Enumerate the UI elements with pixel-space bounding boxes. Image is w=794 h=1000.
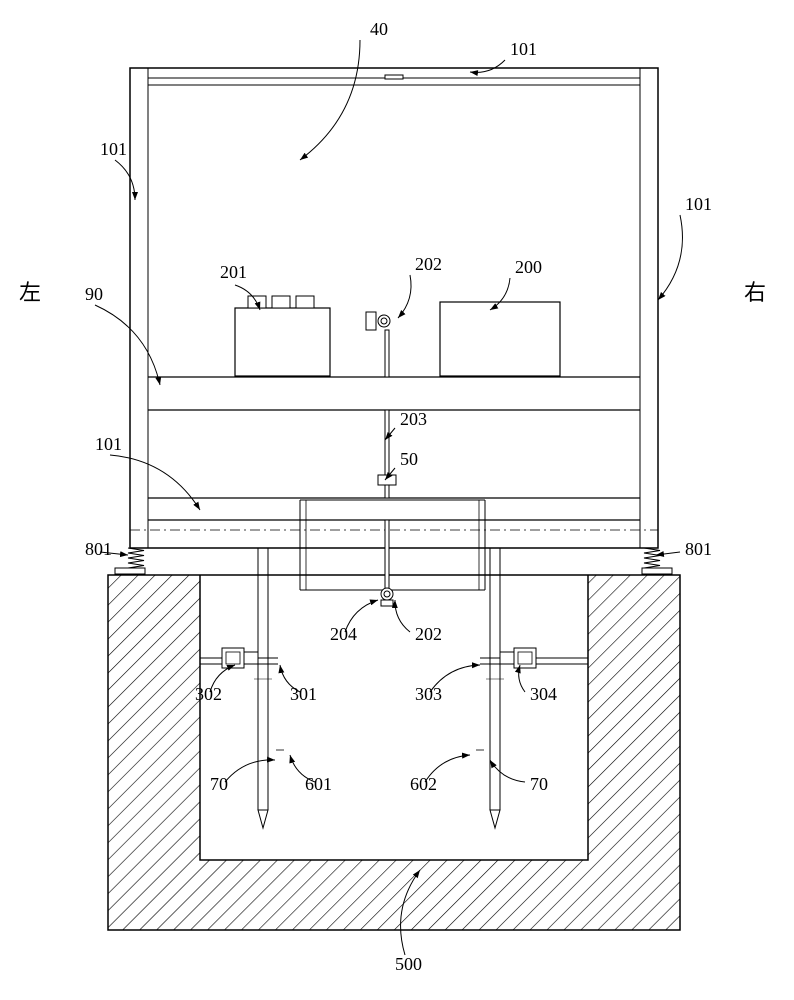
leader-304 — [519, 665, 525, 692]
label-50: 50 — [400, 449, 418, 469]
leader-40 — [300, 40, 360, 160]
label-602: 602 — [410, 774, 437, 794]
label-302: 302 — [195, 684, 222, 704]
label-204: 204 — [330, 624, 357, 644]
label-101a: 101 — [510, 39, 537, 59]
pit-hatch — [108, 575, 680, 930]
label-801R: 801 — [685, 539, 712, 559]
label-70L: 70 — [210, 774, 228, 794]
label-201: 201 — [220, 262, 247, 282]
leader-101d — [110, 455, 200, 510]
leader-202a — [398, 275, 411, 318]
side-label-right: 右 — [744, 280, 766, 305]
label-40: 40 — [370, 19, 388, 39]
label-203: 203 — [400, 409, 427, 429]
label-202b: 202 — [415, 624, 442, 644]
label-101d: 101 — [95, 434, 122, 454]
leader-202b — [395, 600, 410, 632]
label-70R: 70 — [530, 774, 548, 794]
label-301: 301 — [290, 684, 317, 704]
label-304: 304 — [530, 684, 557, 704]
leader-70R — [490, 760, 525, 782]
leader-101c — [658, 215, 682, 300]
label-801L: 801 — [85, 539, 112, 559]
label-200: 200 — [515, 257, 542, 277]
label-90: 90 — [85, 284, 103, 304]
label-601: 601 — [305, 774, 332, 794]
label-500: 500 — [395, 954, 422, 974]
leader-101b — [115, 160, 135, 200]
box-201 — [235, 308, 330, 376]
box-200 — [440, 302, 560, 376]
label-303: 303 — [415, 684, 442, 704]
label-101c: 101 — [685, 194, 712, 214]
label-101b: 101 — [100, 139, 127, 159]
leader-801R — [656, 552, 680, 555]
leader-90 — [95, 305, 160, 385]
leader-101a — [470, 60, 505, 72]
side-label-left: 左 — [19, 280, 41, 305]
label-202a: 202 — [415, 254, 442, 274]
